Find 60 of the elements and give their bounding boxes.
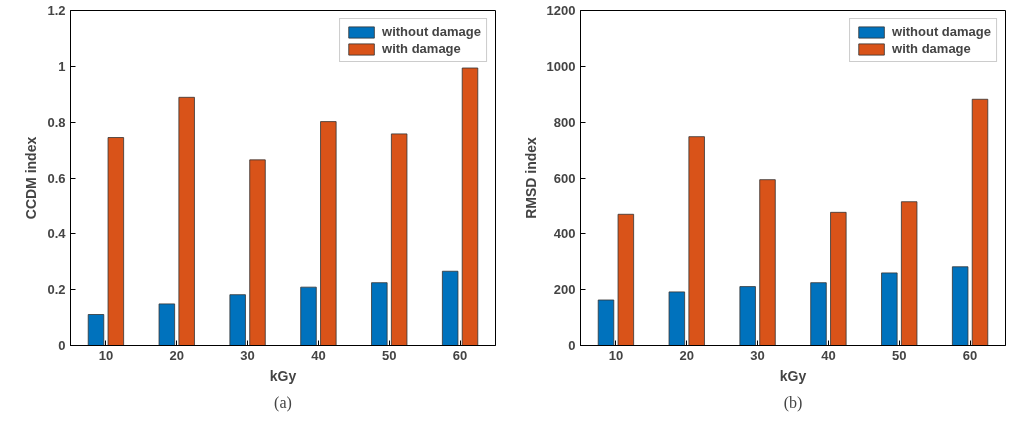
x-tick-label: 30 xyxy=(240,347,255,363)
y-tick-label: 0.2 xyxy=(47,282,66,298)
bar xyxy=(951,266,969,346)
x-tick-label: 50 xyxy=(382,347,397,363)
y-axis-title: CCDM index xyxy=(23,136,40,220)
bar xyxy=(390,133,408,346)
bar xyxy=(229,294,246,346)
bar xyxy=(371,282,388,346)
bar xyxy=(461,67,479,346)
y-tick-label: 800 xyxy=(553,114,576,130)
y-tick-label: 0.8 xyxy=(47,114,66,130)
bar xyxy=(300,286,317,346)
x-axis-title: kGy xyxy=(779,367,807,384)
bar xyxy=(971,98,989,346)
y-tick-label: 200 xyxy=(553,282,576,298)
y-tick-label: 1200 xyxy=(546,3,576,18)
legend-label: without damage xyxy=(382,24,481,39)
bar xyxy=(739,286,756,346)
legend-label: with damage xyxy=(892,41,971,56)
x-tick-label: 10 xyxy=(98,347,114,363)
x-tick-label: 30 xyxy=(750,347,765,363)
bar xyxy=(87,314,105,346)
text: (b) xyxy=(783,393,803,412)
y-tick-label: 1 xyxy=(58,58,66,74)
text: (a) xyxy=(274,393,292,412)
y-tick-label: 0.6 xyxy=(47,170,66,186)
bar xyxy=(759,179,776,346)
bar xyxy=(881,272,898,346)
x-axis-title: kGy xyxy=(269,367,297,384)
y-tick-label: 1000 xyxy=(546,58,576,74)
x-tick-label: 40 xyxy=(311,347,326,363)
bar xyxy=(178,96,195,346)
x-tick-label: 40 xyxy=(821,347,836,363)
x-tick-label: 60 xyxy=(452,347,468,363)
bar xyxy=(107,137,125,346)
bar xyxy=(441,270,459,346)
x-tick-label: 20 xyxy=(169,347,184,363)
bar xyxy=(597,299,615,346)
y-tick-label: 0.4 xyxy=(47,226,67,242)
bar xyxy=(668,291,686,346)
x-tick-label: 50 xyxy=(892,347,907,363)
x-tick-label: 20 xyxy=(679,347,694,363)
y-tick-label: 0 xyxy=(58,338,66,353)
y-tick-label: 400 xyxy=(553,226,576,242)
bar xyxy=(830,211,847,346)
legend-label: without damage xyxy=(892,24,991,39)
x-tick-label: 60 xyxy=(962,347,978,363)
bar xyxy=(617,213,635,346)
bar xyxy=(158,303,176,346)
bar xyxy=(810,282,827,346)
legend-label: with damage xyxy=(382,41,461,56)
bar xyxy=(320,121,337,346)
bar xyxy=(688,136,705,346)
y-tick-label: 1.2 xyxy=(47,3,66,18)
x-tick-label: 10 xyxy=(608,347,624,363)
y-tick-label: 0 xyxy=(568,338,576,353)
bar xyxy=(900,201,918,346)
y-axis-title: RMSD index xyxy=(522,136,539,219)
y-tick-label: 600 xyxy=(553,170,576,186)
bar xyxy=(249,159,266,346)
